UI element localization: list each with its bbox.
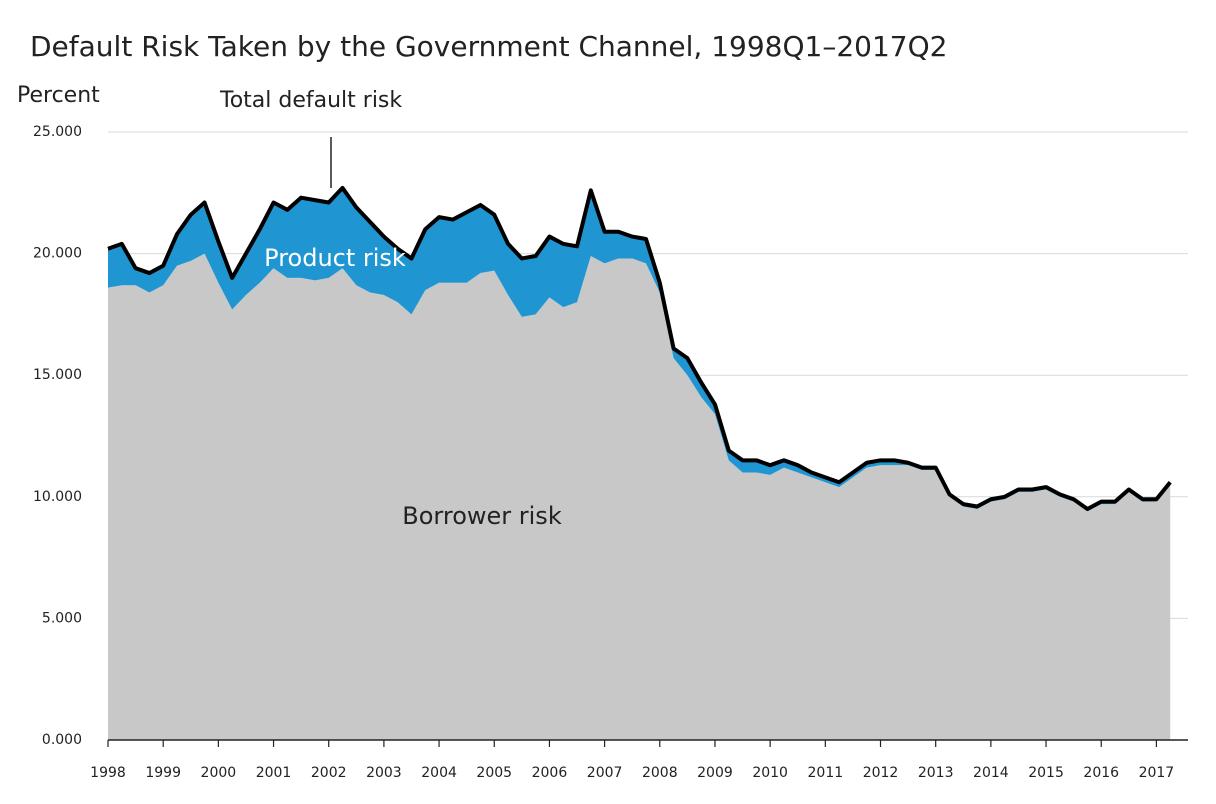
x-tick-label: 2010 xyxy=(752,765,788,781)
y-tick-label: 0.000 xyxy=(42,732,82,748)
total-line xyxy=(107,185,1172,511)
areas: Borrower risk Product risk xyxy=(107,185,1172,740)
series-label: Borrower risk xyxy=(402,502,562,530)
x-tick-label: 2011 xyxy=(808,765,844,781)
x-tick-label: 2015 xyxy=(1028,765,1064,781)
x-tick-label: 2002 xyxy=(311,765,347,781)
x-tick-label: 2001 xyxy=(256,765,292,781)
annotation: Total default risk xyxy=(219,88,402,113)
x-tick-label: 2000 xyxy=(201,765,237,781)
x-tick-label: 2007 xyxy=(587,765,623,781)
x-tick-label: 2017 xyxy=(1139,765,1175,781)
x-tick-label: 2006 xyxy=(532,765,568,781)
series-label: Product risk xyxy=(264,244,406,272)
y-tick-label: 15.000 xyxy=(33,367,82,383)
area xyxy=(108,187,1171,512)
y-tick-label: 20.000 xyxy=(33,246,82,262)
x-tick-label: 2013 xyxy=(918,765,954,781)
area xyxy=(108,253,1171,740)
x-tick-label: 2005 xyxy=(476,765,512,781)
chart-title: Default Risk Taken by the Government Cha… xyxy=(30,30,947,63)
x-tick-label: 2004 xyxy=(421,765,457,781)
y-tick-label: 5.000 xyxy=(42,610,82,626)
x-tick-label: 2003 xyxy=(366,765,402,781)
x-tick-label: 2016 xyxy=(1083,765,1119,781)
y-tick-label: 10.000 xyxy=(33,489,82,505)
x-tick-label: 1998 xyxy=(90,765,126,781)
x-tick-label: 2008 xyxy=(642,765,678,781)
y-tick-label: 25.000 xyxy=(33,124,82,140)
axes: 0.000 5.000 10.000 15.000 20.000 25.000 1998 19… xyxy=(33,124,1188,781)
y-axis-label: Percent xyxy=(17,83,100,108)
x-tick-label: 2012 xyxy=(863,765,899,781)
x-tick-label: 1999 xyxy=(145,765,181,781)
x-tick-label: 2009 xyxy=(697,765,733,781)
x-tick-label: 2014 xyxy=(973,765,1009,781)
